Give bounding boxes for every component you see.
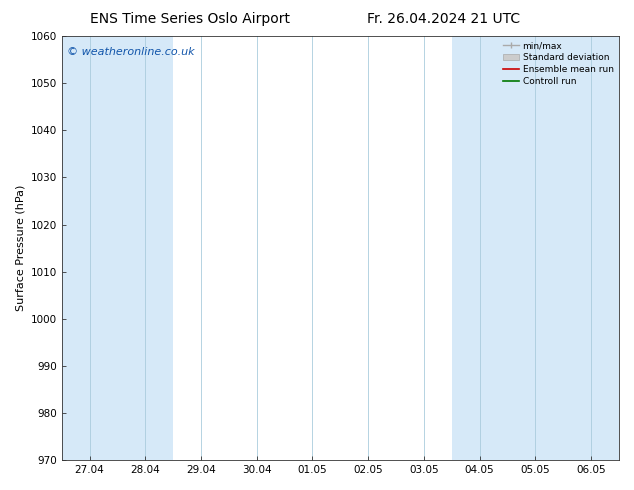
- Text: © weatheronline.co.uk: © weatheronline.co.uk: [67, 47, 195, 57]
- Legend: min/max, Standard deviation, Ensemble mean run, Controll run: min/max, Standard deviation, Ensemble me…: [499, 38, 617, 89]
- Bar: [61, 36, 117, 460]
- Text: ENS Time Series Oslo Airport: ENS Time Series Oslo Airport: [90, 12, 290, 26]
- Bar: [117, 36, 173, 460]
- Text: Fr. 26.04.2024 21 UTC: Fr. 26.04.2024 21 UTC: [367, 12, 521, 26]
- Bar: [508, 36, 563, 460]
- Bar: [452, 36, 508, 460]
- Bar: [563, 36, 619, 460]
- Y-axis label: Surface Pressure (hPa): Surface Pressure (hPa): [15, 185, 25, 311]
